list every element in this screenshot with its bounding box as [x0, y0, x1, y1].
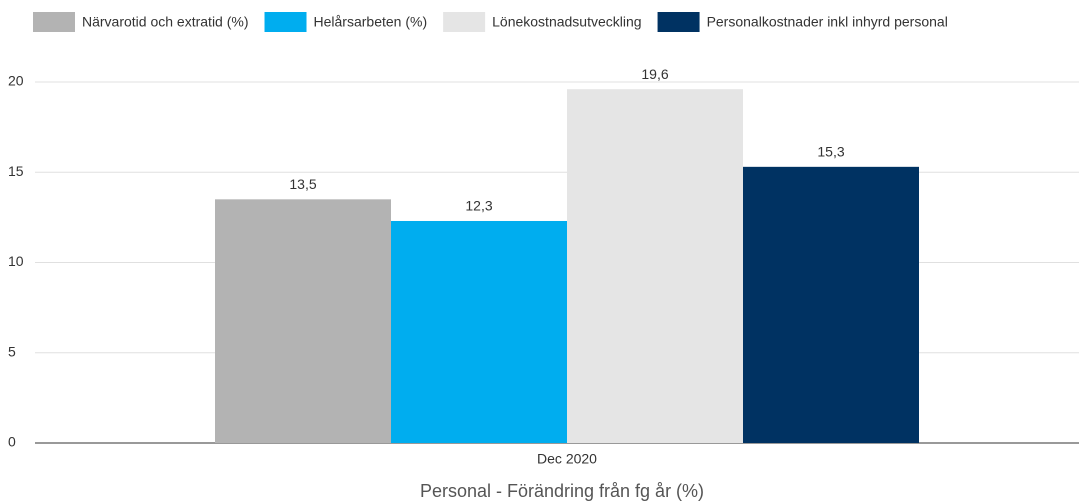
y-tick-label: 5: [8, 343, 16, 359]
value-label: 19,6: [641, 66, 668, 82]
value-label: 13,5: [289, 176, 316, 192]
y-tick-label: 15: [8, 163, 24, 179]
y-tick-label: 10: [8, 253, 24, 269]
value-label: 15,3: [817, 144, 844, 160]
bar: [567, 89, 743, 443]
y-tick-label: 0: [8, 434, 16, 450]
x-tick-label: Dec 2020: [537, 451, 597, 467]
legend-label: Lönekostnadsutveckling: [492, 14, 641, 30]
bar: [215, 199, 391, 443]
legend-label: Närvarotid och extratid (%): [82, 14, 249, 30]
legend-swatch: [264, 12, 307, 32]
legend-label: Personalkostnader inkl inhyrd personal: [707, 14, 948, 30]
bar: [391, 220, 567, 443]
y-tick-label: 20: [8, 73, 24, 89]
legend-swatch: [443, 12, 486, 32]
legend-swatch: [33, 12, 75, 32]
legend-swatch: [657, 12, 700, 32]
value-label: 12,3: [465, 198, 492, 214]
axis-title: Personal - Förändring från fg år (%): [420, 481, 704, 501]
legend-label: Helårsarbeten (%): [314, 14, 428, 30]
bar: [743, 166, 919, 443]
